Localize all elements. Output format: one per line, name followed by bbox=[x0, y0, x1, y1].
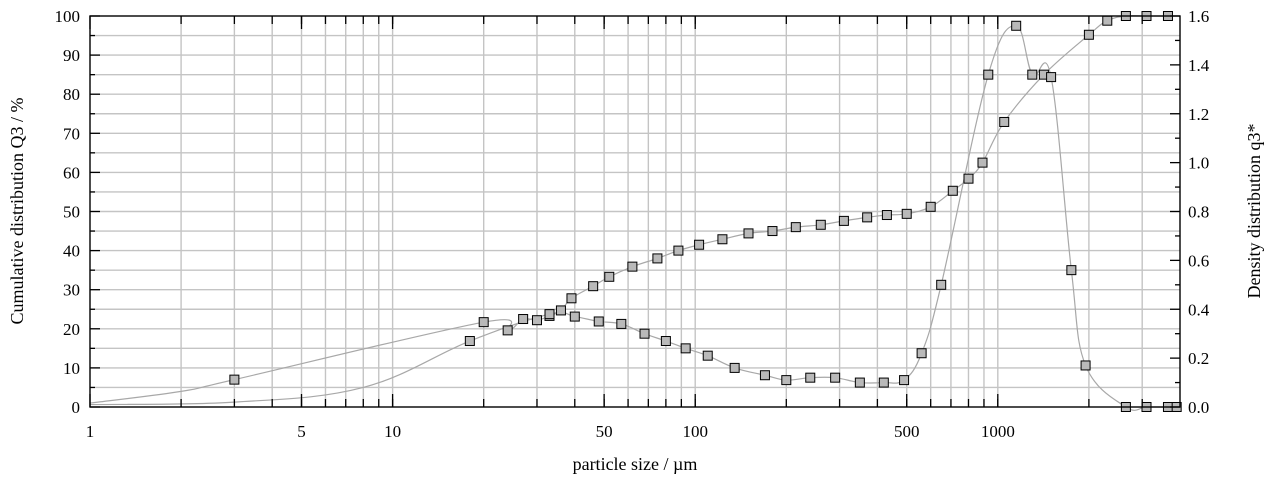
series-1-point bbox=[963, 173, 974, 184]
series-2-curve bbox=[89, 25, 1177, 411]
series-2-point bbox=[936, 279, 947, 290]
series-1-point bbox=[901, 208, 912, 219]
series-1-point bbox=[925, 201, 936, 212]
y-left-tick-label: 20 bbox=[63, 320, 80, 339]
series-1-point bbox=[862, 212, 873, 223]
series-1-point bbox=[947, 185, 958, 196]
series-1-point bbox=[694, 239, 705, 250]
series-2-point bbox=[544, 309, 555, 320]
series-2-point bbox=[1011, 20, 1022, 31]
series-2-point bbox=[805, 372, 816, 383]
series-1-point bbox=[881, 210, 892, 221]
y-right-tick-label: 1.2 bbox=[1188, 105, 1209, 124]
series-2-point bbox=[593, 316, 604, 327]
series-1-point bbox=[1083, 29, 1094, 40]
y-left-axis-title: Cumulative distribution Q3 / % bbox=[7, 98, 27, 325]
series-1-point bbox=[555, 305, 566, 316]
y-left-tick-label: 30 bbox=[63, 281, 80, 300]
x-tick-label: 1 bbox=[86, 422, 95, 441]
series-1-point bbox=[478, 317, 489, 328]
series-2-point bbox=[729, 362, 740, 373]
series-2-point bbox=[759, 370, 770, 381]
series-1-point bbox=[977, 157, 988, 168]
series-2-point bbox=[569, 311, 580, 322]
series-1-point bbox=[1102, 15, 1113, 26]
y-right-tick-label: 0.4 bbox=[1188, 300, 1210, 319]
series-2-point bbox=[616, 318, 627, 329]
series-2-point bbox=[639, 328, 650, 339]
series-1-point bbox=[531, 315, 542, 326]
y-left-tick-label: 80 bbox=[63, 85, 80, 104]
series-1-point bbox=[229, 374, 240, 385]
grid bbox=[90, 16, 1180, 407]
series-1-point bbox=[502, 325, 513, 336]
series-2-point bbox=[1066, 265, 1077, 276]
x-tick-label: 5 bbox=[297, 422, 306, 441]
y-right-axis-title: Density distribution q3* bbox=[1244, 124, 1264, 299]
y-left-tick-label: 100 bbox=[55, 7, 81, 26]
y-left-tick-label: 50 bbox=[63, 203, 80, 222]
series-1-point bbox=[767, 226, 778, 237]
y-right-tick-label: 1.4 bbox=[1188, 56, 1210, 75]
y-left-tick-label: 60 bbox=[63, 163, 80, 182]
series-1-curve bbox=[89, 15, 1168, 404]
y-right-tick-label: 0.8 bbox=[1188, 203, 1209, 222]
series-1-point bbox=[673, 245, 684, 256]
series-2-point bbox=[464, 336, 475, 347]
series-2-point bbox=[702, 350, 713, 361]
x-tick-label: 1000 bbox=[981, 422, 1015, 441]
series-2-point bbox=[781, 375, 792, 386]
series-1-point bbox=[588, 281, 599, 292]
series-1-point bbox=[627, 261, 638, 272]
x-axis-title: particle size / µm bbox=[573, 454, 698, 474]
series-1-point bbox=[790, 222, 801, 233]
y-right-tick-label: 0.2 bbox=[1188, 349, 1209, 368]
series-2-point bbox=[916, 348, 927, 359]
y-right-tick-label: 0.6 bbox=[1188, 251, 1209, 270]
tick-labels: 1 5 10 50 100 500 1000 0 10 20 30 40 50 60 70 80 90 100 0.… bbox=[55, 7, 1210, 441]
series-2-point bbox=[854, 377, 865, 388]
x-tick-label: 500 bbox=[894, 422, 920, 441]
series-1-point bbox=[518, 314, 529, 325]
y-left-tick-label: 40 bbox=[63, 242, 80, 261]
series-1-point bbox=[604, 271, 615, 282]
series-2-point bbox=[899, 375, 910, 386]
x-tick-label: 10 bbox=[384, 422, 401, 441]
series-2-point bbox=[1046, 72, 1057, 83]
series-2-point bbox=[1080, 360, 1091, 371]
series-1-point bbox=[815, 219, 826, 230]
series-2-point bbox=[1027, 69, 1038, 80]
series-1-point bbox=[566, 293, 577, 304]
series-2-point bbox=[878, 377, 889, 388]
y-left-tick-label: 0 bbox=[72, 398, 81, 417]
series-2-point bbox=[680, 343, 691, 354]
axis-ticks bbox=[89, 15, 1180, 408]
series-2-point bbox=[983, 69, 994, 80]
series-1-point bbox=[717, 234, 728, 245]
series-1-point bbox=[743, 228, 754, 239]
y-left-tick-label: 90 bbox=[63, 46, 80, 65]
series-2-point bbox=[830, 372, 841, 383]
y-right-tick-label: 1.6 bbox=[1188, 7, 1209, 26]
series-1-point bbox=[838, 215, 849, 226]
series-2-point bbox=[660, 336, 671, 347]
series-1-point bbox=[652, 253, 663, 264]
y-left-tick-label: 10 bbox=[63, 359, 80, 378]
x-tick-label: 50 bbox=[596, 422, 613, 441]
y-right-tick-label: 0.0 bbox=[1188, 398, 1209, 417]
y-left-tick-label: 70 bbox=[63, 124, 80, 143]
y-right-tick-label: 1.0 bbox=[1188, 154, 1209, 173]
series-1-point bbox=[999, 116, 1010, 127]
x-tick-label: 100 bbox=[682, 422, 708, 441]
